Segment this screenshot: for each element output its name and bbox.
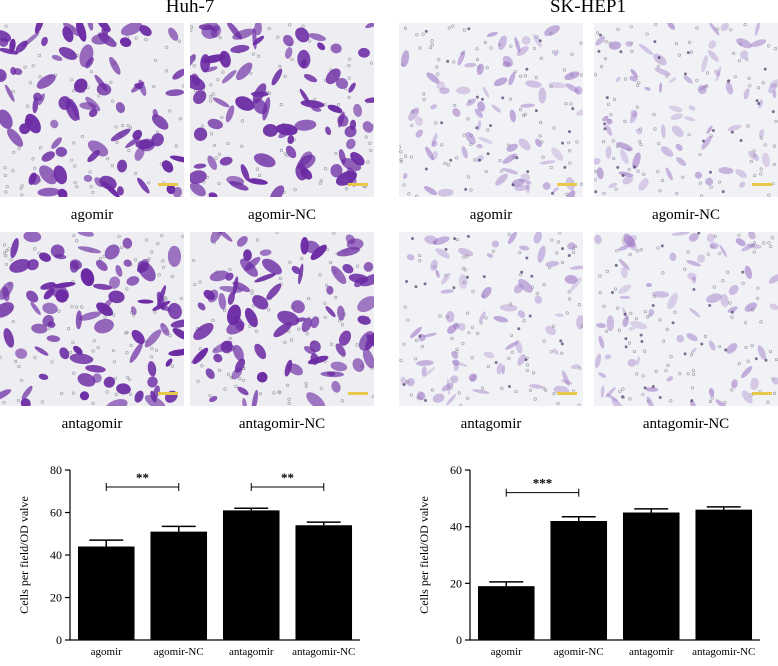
bar-chart-huh7: 0 20 40 60 80 Cells per field/OD valve agomir a…: [17, 463, 360, 658]
significance-label: **: [136, 470, 149, 485]
micrograph-skhep1-antagomir-nc: [594, 232, 778, 406]
caption-skhep1-agomir: agomir: [469, 207, 513, 223]
y-axis-label: Cells per field/OD valve: [417, 496, 431, 614]
micrograph-huh7-antagomir-nc: [190, 232, 374, 406]
caption-huh7-agomir-nc: agomir-NC: [247, 207, 317, 223]
y-tick-label: 60: [50, 506, 62, 520]
micrograph-huh7-agomir: [0, 23, 184, 197]
significance-label: ***: [533, 476, 553, 491]
micrograph-skhep1-agomir: [399, 23, 583, 197]
bar: [550, 521, 608, 640]
significance-label: **: [281, 470, 294, 485]
y-tick-label: 20: [450, 576, 462, 590]
y-tick-label: 40: [450, 520, 462, 534]
x-tick-label: agomir: [91, 646, 122, 658]
x-tick-label: antagomir: [629, 646, 674, 658]
y-tick-label: 20: [50, 591, 62, 605]
caption-huh7-agomir: agomir: [70, 207, 114, 223]
x-tick-label: antagomir-NC: [692, 646, 755, 658]
y-axis-label: Cells per field/OD valve: [17, 496, 31, 614]
x-tick-label: agomir-NC: [554, 646, 604, 658]
micrograph-huh7-antagomir: [0, 232, 184, 406]
bar: [695, 509, 753, 640]
caption-skhep1-antagomir: antagomir: [460, 416, 522, 432]
bar: [622, 512, 680, 640]
bar: [77, 546, 135, 640]
x-tick-label: agomir: [491, 646, 522, 658]
y-tick-label: 0: [456, 633, 462, 647]
bar: [295, 525, 353, 640]
caption-skhep1-antagomir-nc: antagomir-NC: [642, 416, 730, 432]
caption-huh7-antagomir: antagomir: [61, 416, 123, 432]
bar: [150, 531, 208, 640]
micrograph-huh7-agomir-nc: [190, 23, 374, 197]
y-tick-label: 0: [56, 633, 62, 647]
micrograph-skhep1-antagomir: [399, 232, 583, 406]
bar: [222, 510, 280, 640]
caption-skhep1-agomir-nc: agomir-NC: [651, 207, 721, 223]
bar: [477, 586, 535, 640]
x-tick-label: antagomir-NC: [292, 646, 355, 658]
caption-huh7-antagomir-nc: antagomir-NC: [238, 416, 326, 432]
bar-chart-skhep1: 0 20 40 60 Cells per field/OD valve agomir ago…: [417, 463, 760, 658]
x-tick-label: antagomir: [229, 646, 274, 658]
huh7-title: Huh-7: [165, 0, 215, 17]
y-tick-label: 60: [450, 463, 462, 477]
x-tick-label: agomir-NC: [154, 646, 204, 658]
micrograph-skhep1-agomir-nc: [594, 23, 778, 197]
y-tick-label: 40: [50, 548, 62, 562]
skhep1-title: SK-HEP1: [549, 0, 626, 17]
y-tick-label: 80: [50, 463, 62, 477]
